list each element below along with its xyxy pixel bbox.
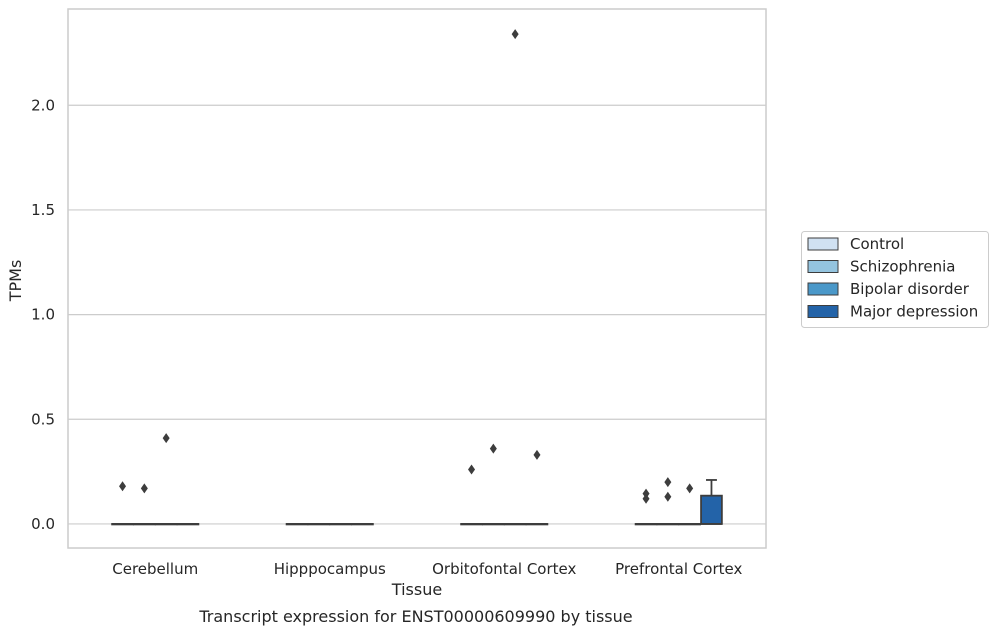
box-plot: [482, 443, 505, 526]
legend-swatch: [807, 282, 839, 296]
y-tick-label: 0.5: [31, 410, 55, 428]
x-tick-label: Cerebellum: [112, 560, 198, 578]
legend-frame: [801, 231, 989, 328]
outlier-point: [533, 449, 541, 460]
box: [700, 494, 723, 525]
box-plot: [154, 433, 178, 526]
y-axis-title: TPMs: [6, 260, 25, 303]
x-tick-label: Orbitofontal Cortex: [432, 560, 576, 578]
outlier-point: [664, 477, 672, 488]
outlier-point: [468, 464, 476, 475]
box-plot: [111, 481, 134, 526]
box-plot: [460, 464, 483, 526]
legend-label: Major depression: [850, 303, 978, 321]
box-plot: [329, 523, 352, 526]
outlier-point: [686, 483, 694, 494]
plot-frame: [67, 8, 767, 549]
y-tick-label: 1.0: [31, 306, 55, 324]
legend-label: Schizophrenia: [850, 258, 955, 276]
legend-swatch: [807, 305, 839, 318]
legend-swatch: [807, 237, 839, 251]
box-plot: [678, 483, 701, 526]
box-plot: [133, 483, 156, 526]
x-tick-label: Hipppocampus: [274, 560, 386, 578]
box-plot: [285, 523, 309, 526]
x-tick-label: Prefrontal Cortex: [615, 560, 742, 578]
legend-swatch: [807, 260, 839, 273]
x-tick-labels: Cerebellum Hipppocampus Orbitofontal Corte…: [112, 560, 742, 578]
y-tick-label: 0.0: [31, 515, 55, 533]
legend-label: Bipolar disorder: [850, 280, 970, 298]
y-tick-label: 2.0: [31, 96, 55, 114]
box-plot: [634, 488, 658, 526]
outlier-point: [140, 483, 148, 494]
box-plot: [503, 29, 527, 526]
legend: Control Schizophrenia Bipolar disorder Majo…: [801, 231, 989, 328]
box-plot: [700, 479, 723, 525]
y-tick-label: 1.5: [31, 201, 55, 219]
legend-label: Control: [850, 235, 904, 253]
outlier-point: [642, 488, 650, 499]
y-tick-labels: 0.0 0.5 1.0 1.5 2.0: [31, 96, 55, 533]
outlier-point: [511, 29, 519, 40]
box-plot: [656, 477, 680, 526]
box-plot: [307, 523, 331, 526]
outlier-point: [119, 481, 127, 492]
x-axis-title: Tissue: [391, 580, 442, 599]
outlier-point: [664, 491, 672, 502]
outlier-point: [489, 443, 497, 454]
outlier-point: [642, 493, 650, 504]
box-plots: [111, 29, 723, 526]
box-plot: [351, 523, 374, 526]
box-plot: [525, 449, 549, 526]
box-plot: [176, 523, 200, 526]
outlier-point: [162, 433, 170, 444]
chart-caption: Transcript expression for ENST0000060999…: [198, 607, 632, 626]
